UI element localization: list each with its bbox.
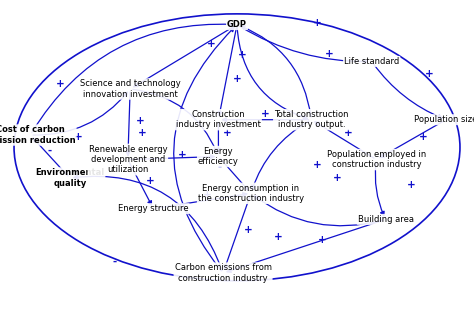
Text: +: +: [325, 49, 334, 59]
Text: Energy consumption in
the construction industry: Energy consumption in the construction i…: [198, 184, 304, 203]
Text: +: +: [244, 225, 253, 235]
Text: +: +: [138, 128, 147, 138]
Text: +: +: [207, 39, 216, 49]
Text: +: +: [313, 160, 322, 170]
Text: +: +: [419, 131, 427, 141]
Text: +: +: [261, 109, 269, 119]
Text: +: +: [56, 79, 64, 89]
Text: -: -: [112, 257, 117, 267]
Text: +: +: [238, 50, 246, 60]
Text: +: +: [407, 180, 415, 190]
Text: Carbon emissions from
construction industry: Carbon emissions from construction indus…: [174, 263, 272, 283]
Text: Population employed in
construction industry: Population employed in construction indu…: [327, 150, 426, 169]
Text: +: +: [178, 150, 187, 160]
Text: +: +: [344, 129, 353, 138]
Text: +: +: [223, 129, 232, 138]
Text: +: +: [333, 173, 342, 183]
Text: GDP: GDP: [227, 20, 247, 29]
Text: +: +: [318, 235, 326, 245]
Text: Cost of carbon
emission reduction: Cost of carbon emission reduction: [0, 125, 75, 145]
Text: Science and technology
innovation investment: Science and technology innovation invest…: [80, 79, 181, 99]
Text: Total construction
industry output.: Total construction industry output.: [274, 110, 348, 129]
Text: +: +: [74, 132, 82, 142]
Text: Population size: Population size: [414, 115, 474, 124]
Text: Energy structure: Energy structure: [118, 204, 189, 213]
Text: Building area: Building area: [358, 215, 414, 224]
Text: +: +: [202, 190, 211, 200]
Text: +: +: [136, 116, 145, 126]
Text: -: -: [48, 145, 52, 155]
Text: Environmental
quality: Environmental quality: [35, 168, 104, 188]
Text: -: -: [218, 162, 222, 172]
Text: +: +: [313, 18, 321, 28]
Text: Construction
industry investment: Construction industry investment: [176, 110, 261, 129]
Text: +: +: [233, 74, 241, 84]
Text: Energy
efficiency: Energy efficiency: [198, 147, 239, 166]
Text: Renewable energy
development and
utilization: Renewable energy development and utiliza…: [89, 145, 167, 174]
Text: Life standard: Life standard: [344, 57, 399, 66]
Text: +: +: [274, 232, 283, 242]
Text: +: +: [425, 69, 434, 79]
Text: +: +: [146, 176, 154, 186]
